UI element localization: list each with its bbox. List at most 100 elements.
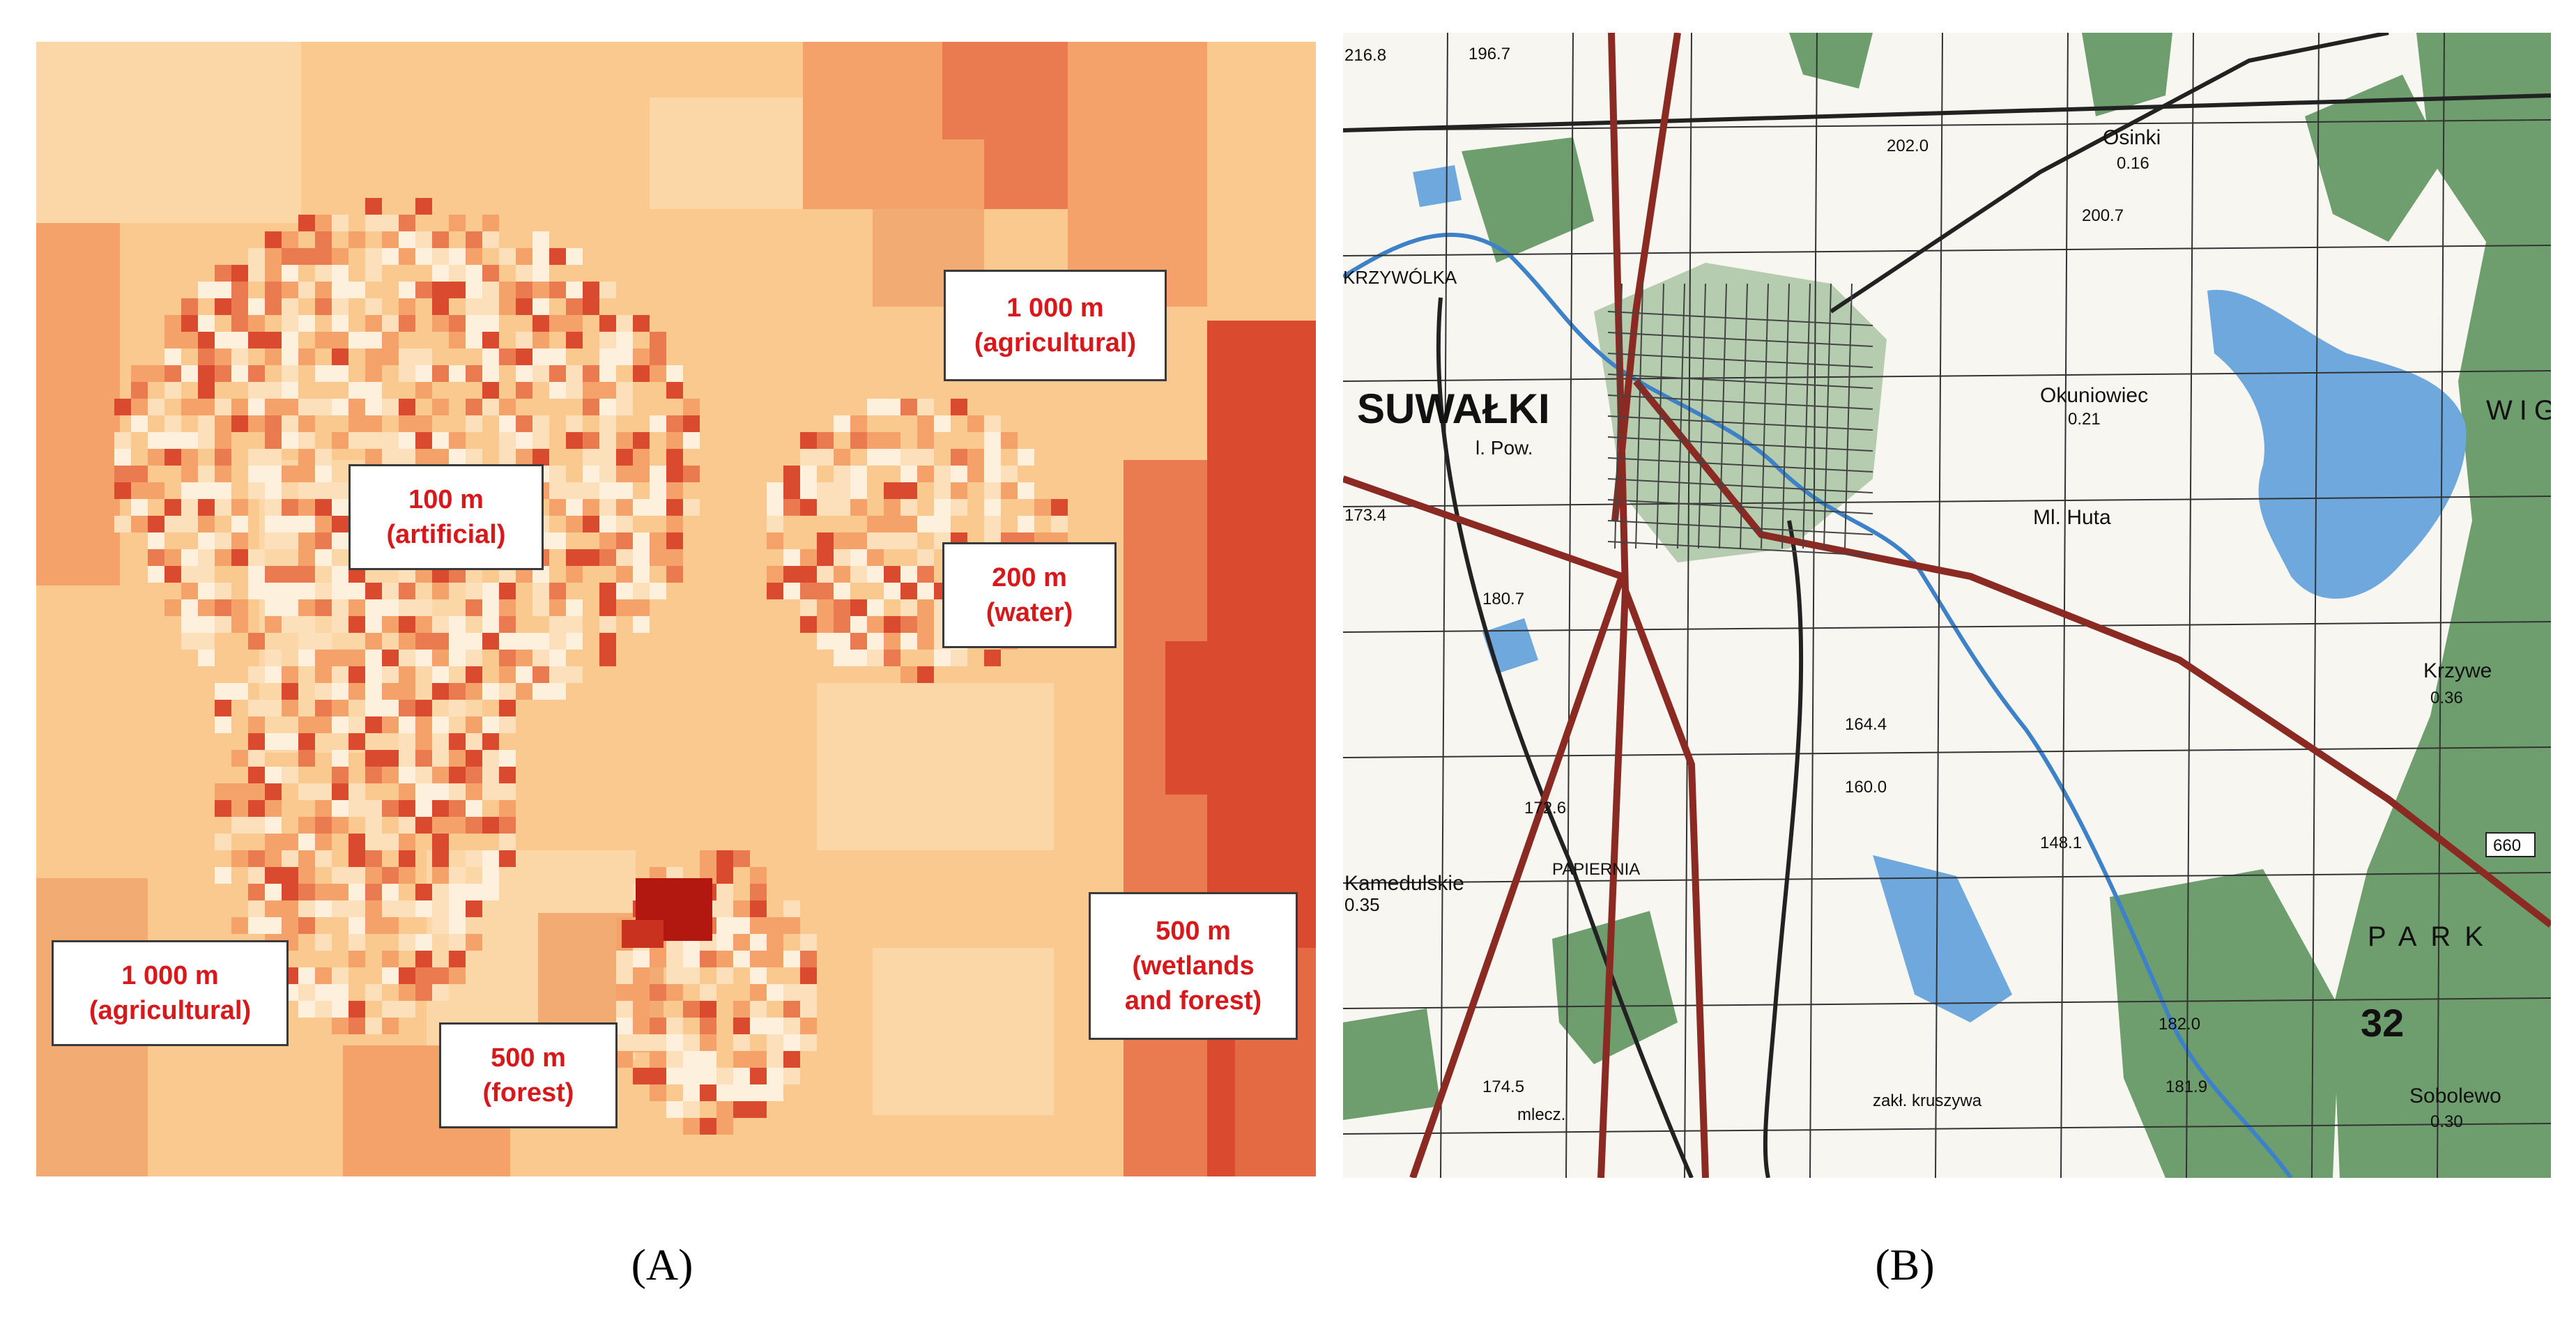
town-cell [215, 499, 231, 516]
town-cell [583, 466, 599, 482]
town-cell [348, 599, 365, 616]
town-cell [683, 466, 700, 482]
town-cell [198, 348, 215, 365]
town-cell [616, 382, 633, 399]
town-cell [248, 800, 265, 817]
town-cell [131, 499, 148, 516]
town-cell [466, 583, 482, 599]
grid-line [1343, 496, 2551, 507]
town-cell [549, 633, 566, 650]
town-cell [616, 499, 633, 516]
town-cell [432, 282, 449, 298]
town-cell [231, 332, 248, 348]
town-cell [315, 265, 332, 282]
town-cell [332, 566, 348, 583]
street [1719, 283, 1727, 549]
elevation-label: 0.16 [2117, 154, 2149, 173]
town-cell [867, 549, 884, 566]
town-cell [466, 750, 482, 767]
town-cell [198, 616, 215, 633]
town-cell [415, 599, 432, 616]
town-cell [148, 566, 164, 583]
town-cell [917, 616, 934, 633]
agri-block [873, 948, 1054, 1115]
town-cell [482, 867, 499, 884]
town-cell [415, 767, 432, 783]
town-cell [399, 616, 415, 633]
town-cell [1051, 516, 1068, 532]
elevation-label: 0.35 [1344, 894, 1380, 915]
town-cell [248, 449, 265, 466]
town-cell [633, 566, 650, 583]
town-cell [817, 599, 834, 616]
town-cell [198, 365, 215, 382]
town-cell [181, 365, 198, 382]
town-cell [365, 666, 382, 683]
town-cell [282, 415, 298, 432]
town-cell [399, 583, 415, 599]
town-cell [499, 432, 516, 449]
town-cell [449, 282, 466, 298]
town-cell [666, 466, 683, 482]
town-cell [499, 348, 516, 365]
town-cell [215, 282, 231, 298]
town-cell [315, 683, 332, 700]
town-cell [164, 332, 181, 348]
town-cell [432, 265, 449, 282]
town-cell [733, 1051, 750, 1068]
town-cell [934, 415, 951, 432]
town-cell [432, 315, 449, 332]
grid-line [1684, 33, 1692, 1178]
town-cell [783, 951, 800, 967]
town-cell [482, 884, 499, 900]
town-cell [683, 967, 700, 984]
town-cell [282, 616, 298, 633]
town-cell [549, 482, 566, 499]
town-cell [231, 516, 248, 532]
town-cell [532, 599, 549, 616]
town-cell [265, 482, 282, 499]
town-cell [834, 415, 850, 432]
town-cell [733, 1018, 750, 1034]
town-cell [884, 650, 900, 666]
town-cell [265, 783, 282, 800]
town-cell [499, 248, 516, 265]
town-cell [332, 650, 348, 666]
town-cell [566, 298, 583, 315]
town-cell [482, 348, 499, 365]
town-cell [365, 616, 382, 633]
town-cell [900, 616, 917, 633]
town-cell [282, 850, 298, 867]
town-cell [800, 466, 817, 482]
town-cell [298, 466, 315, 482]
town-cell [650, 532, 666, 549]
town-cell [666, 1101, 683, 1118]
town-cell [282, 733, 298, 750]
town-cell [415, 884, 432, 900]
town-cell [482, 616, 499, 633]
town-cell [315, 1001, 332, 1018]
town-cell [231, 616, 248, 633]
label-distance: 1 000 m [1006, 293, 1104, 323]
town-cell [382, 900, 399, 917]
town-cell [850, 466, 867, 482]
town-cell [499, 800, 516, 817]
town-cell [900, 466, 917, 482]
town-cell [298, 399, 315, 415]
label-distance: 200 m [992, 563, 1067, 592]
town-cell [399, 767, 415, 783]
town-cell [951, 399, 967, 415]
town-cell [783, 900, 800, 917]
road-shield-660: 660 [2485, 832, 2536, 857]
town-cell [315, 666, 332, 683]
place-osinki: Osinki [2103, 126, 2161, 149]
town-cell [917, 633, 934, 650]
town-cell [566, 616, 583, 633]
town-cell [248, 549, 265, 566]
town-cell [164, 365, 181, 382]
street [1607, 478, 1873, 493]
town-cell [298, 616, 315, 633]
town-cell [1018, 482, 1034, 499]
town-cell [466, 298, 482, 315]
town-cell [198, 466, 215, 482]
